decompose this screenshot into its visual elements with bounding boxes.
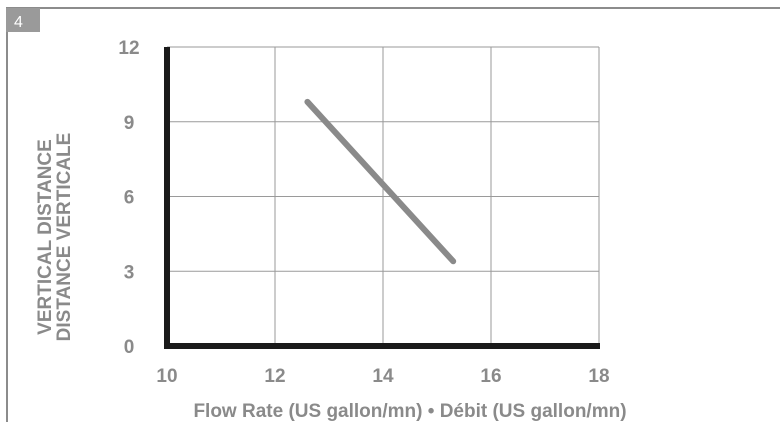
- series-group: [304, 98, 457, 265]
- series-line-1: [304, 98, 457, 265]
- y-tick-label-12: 12: [118, 38, 139, 59]
- y-tick-label-6: 6: [124, 188, 135, 209]
- x-axis-title: Flow Rate (US gallon/mn) • Débit (US gal…: [193, 401, 626, 422]
- figure-number: 4: [14, 14, 23, 31]
- y-axis-title-group: VERTICAL DISTANCE DISTANCE VERTICALE: [35, 133, 75, 342]
- y-tick-label-3: 3: [124, 262, 135, 283]
- y-tick-label-9: 9: [124, 113, 135, 134]
- x-tick-label-16: 16: [480, 366, 501, 387]
- x-tick-label-12: 12: [264, 366, 285, 387]
- axes-group: [164, 47, 600, 349]
- y-tick-label-0: 0: [124, 337, 135, 358]
- x-tick-label-18: 18: [588, 366, 609, 387]
- y-axis-title-line-1: VERTICAL DISTANCE: [35, 139, 56, 335]
- x-tick-label-14: 14: [372, 366, 394, 387]
- tick-label-group: 10 12 14 16 18 0 3 6 9 12: [118, 38, 609, 387]
- grid-group: [167, 46, 600, 346]
- x-tick-label-10: 10: [156, 366, 177, 387]
- y-axis-title-line-2: DISTANCE VERTICALE: [54, 133, 75, 342]
- figure-number-badge: [6, 8, 40, 32]
